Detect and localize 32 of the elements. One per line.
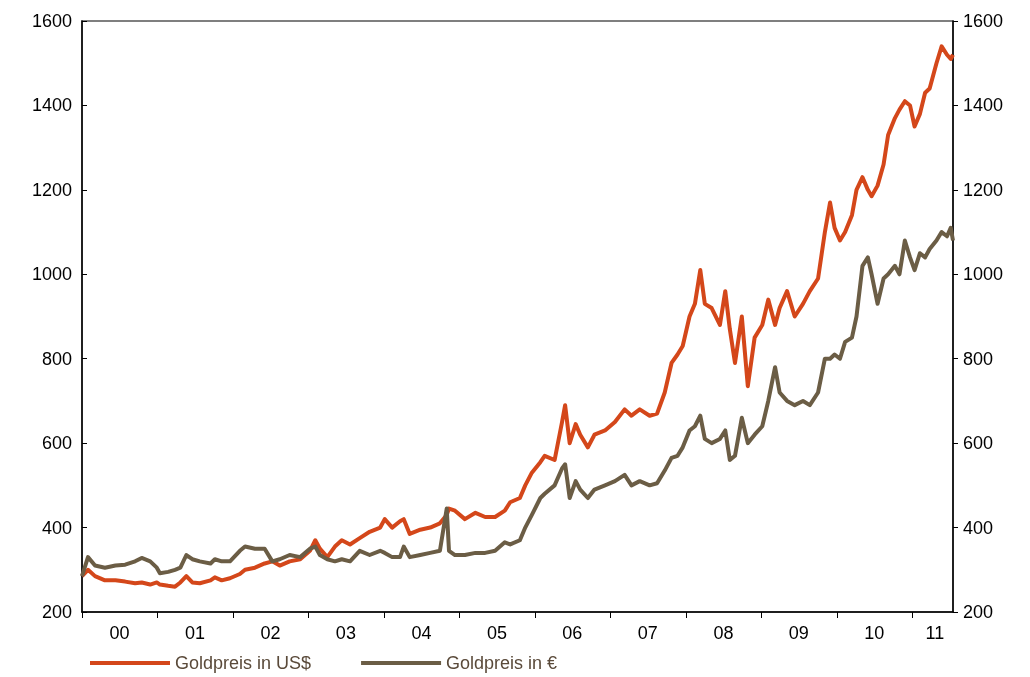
x-tick-label: 00 <box>109 623 130 643</box>
y2-tick-label: 1200 <box>963 179 1004 200</box>
y-tick-label: 1200 <box>31 179 72 200</box>
x-tick-label: 11 <box>925 623 945 643</box>
y2-tick-label: 1400 <box>963 95 1004 116</box>
x-tick-label: 04 <box>411 623 432 643</box>
line-series <box>80 225 955 579</box>
y2-tick-label: 200 <box>963 602 994 622</box>
y-tick-label: 1400 <box>31 95 72 116</box>
x-tick-label: 03 <box>335 623 356 643</box>
x-tick-label: 10 <box>864 623 885 643</box>
y-tick-label: 1600 <box>31 11 72 31</box>
x-tick-label: 07 <box>637 623 658 643</box>
x-tick-label: 05 <box>486 623 507 643</box>
x-tick-label: 06 <box>562 623 583 643</box>
y-tick-label: 1000 <box>31 264 72 285</box>
y-tick-label: 600 <box>41 433 72 454</box>
legend-label: Goldpreis in € <box>446 653 558 673</box>
y2-tick-label: 1000 <box>963 264 1004 285</box>
x-tick-label: 09 <box>788 623 809 643</box>
x-tick-label: 08 <box>713 623 734 643</box>
x-tick-label: 02 <box>260 623 281 643</box>
y-tick-label: 400 <box>41 517 72 538</box>
y2-tick-label: 1600 <box>963 11 1004 31</box>
line-series <box>80 44 955 589</box>
y-tick-label: 800 <box>41 348 72 369</box>
y2-tick-label: 400 <box>963 517 994 538</box>
x-tick-label: 01 <box>185 623 206 643</box>
y-tick-label: 200 <box>41 602 72 622</box>
legend-label: Goldpreis in US$ <box>175 653 312 673</box>
y2-tick-label: 800 <box>963 348 994 369</box>
y2-tick-label: 600 <box>963 433 994 454</box>
